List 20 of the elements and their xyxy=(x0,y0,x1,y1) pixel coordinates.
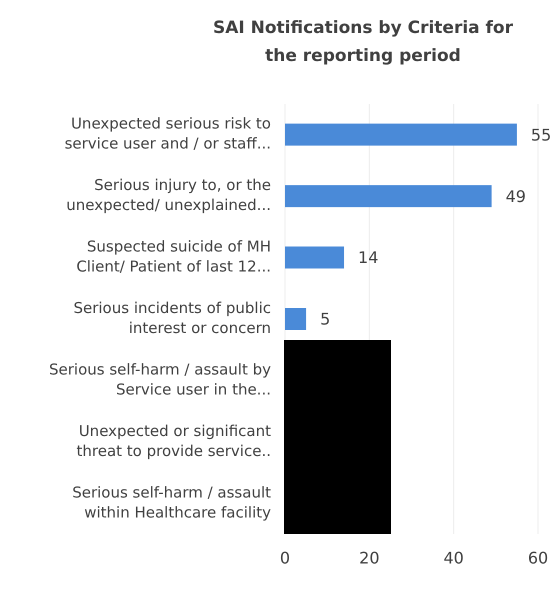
bar xyxy=(285,246,344,269)
bar xyxy=(285,124,517,146)
y-tick-label: Unexpected or significant threat to provide service.. xyxy=(76,422,272,460)
data-label: 5 xyxy=(320,310,330,329)
y-tick-label: Serious injury to, or the unexpected/ unexplained... xyxy=(66,176,271,214)
y-tick-label: Serious self-harm / assault within Healthcare facility xyxy=(72,483,272,522)
data-label: 55 xyxy=(530,125,552,144)
x-tick-label: 20 xyxy=(359,548,380,568)
x-tick-label: 40 xyxy=(443,548,464,568)
x-tick-label: 0 xyxy=(280,548,290,568)
bar xyxy=(285,308,306,330)
y-tick-label: Serious incidents of public interest or concern xyxy=(73,299,271,338)
y-tick-label: Suspected suicide of MH Client/ Patient of last 12... xyxy=(76,238,271,276)
chart-title: SAI Notifications by Criteria for the reporting period xyxy=(212,17,514,68)
x-tick-label: 60 xyxy=(528,548,548,568)
y-tick-label: Unexpected serious risk to service user and / or staff... xyxy=(64,114,271,153)
bar xyxy=(285,185,492,208)
data-label: 49 xyxy=(506,186,526,206)
y-tick-label: Serious self-harm / assault by Service user in the... xyxy=(49,360,272,399)
data-label: 14 xyxy=(358,248,378,268)
